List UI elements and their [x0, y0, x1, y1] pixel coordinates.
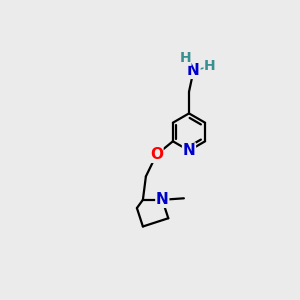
Text: N: N — [187, 63, 200, 78]
Text: H: H — [179, 51, 191, 65]
Text: O: O — [150, 147, 163, 162]
Text: H: H — [204, 59, 216, 73]
Text: N: N — [156, 192, 169, 207]
Text: N: N — [183, 143, 195, 158]
